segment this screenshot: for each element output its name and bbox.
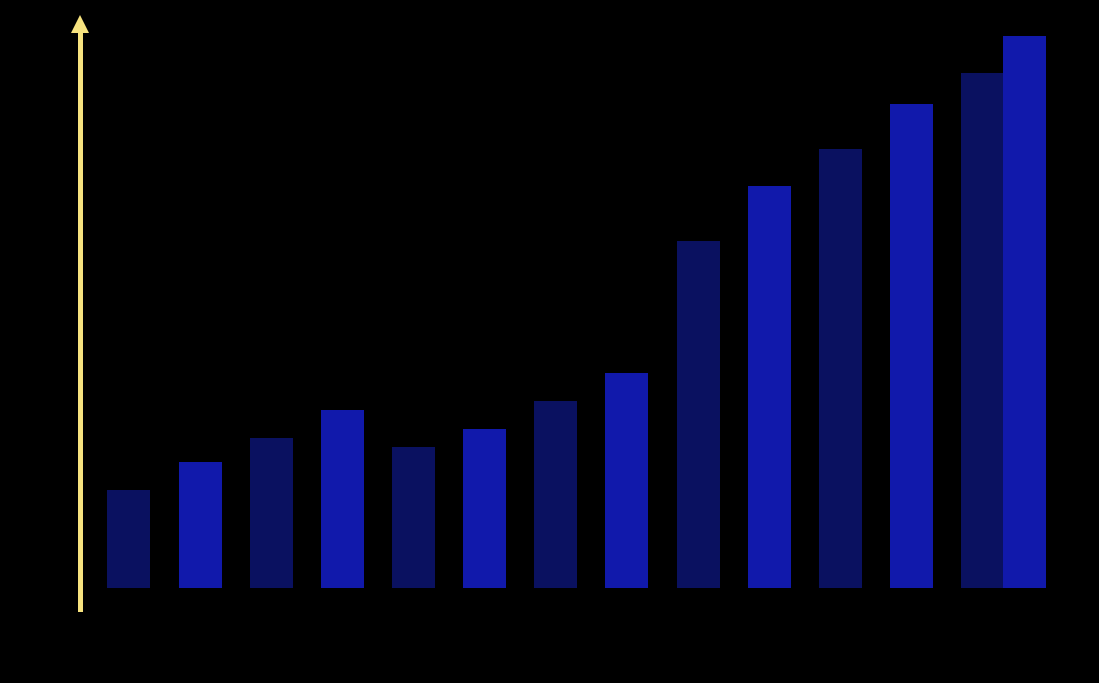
bar-4[interactable] bbox=[321, 410, 364, 588]
bar-3[interactable] bbox=[250, 438, 293, 588]
bar-14[interactable] bbox=[1003, 36, 1046, 588]
bar-6[interactable] bbox=[463, 429, 506, 588]
bar-12[interactable] bbox=[890, 104, 933, 588]
bar-8[interactable] bbox=[605, 373, 648, 588]
bar-11[interactable] bbox=[819, 149, 862, 588]
bar-13[interactable] bbox=[961, 73, 1004, 588]
bar-10[interactable] bbox=[748, 186, 791, 588]
bar-1[interactable] bbox=[107, 490, 150, 588]
bar-9[interactable] bbox=[677, 241, 720, 588]
bar-5[interactable] bbox=[392, 447, 435, 588]
bar-2[interactable] bbox=[179, 462, 222, 588]
bar-7[interactable] bbox=[534, 401, 577, 588]
